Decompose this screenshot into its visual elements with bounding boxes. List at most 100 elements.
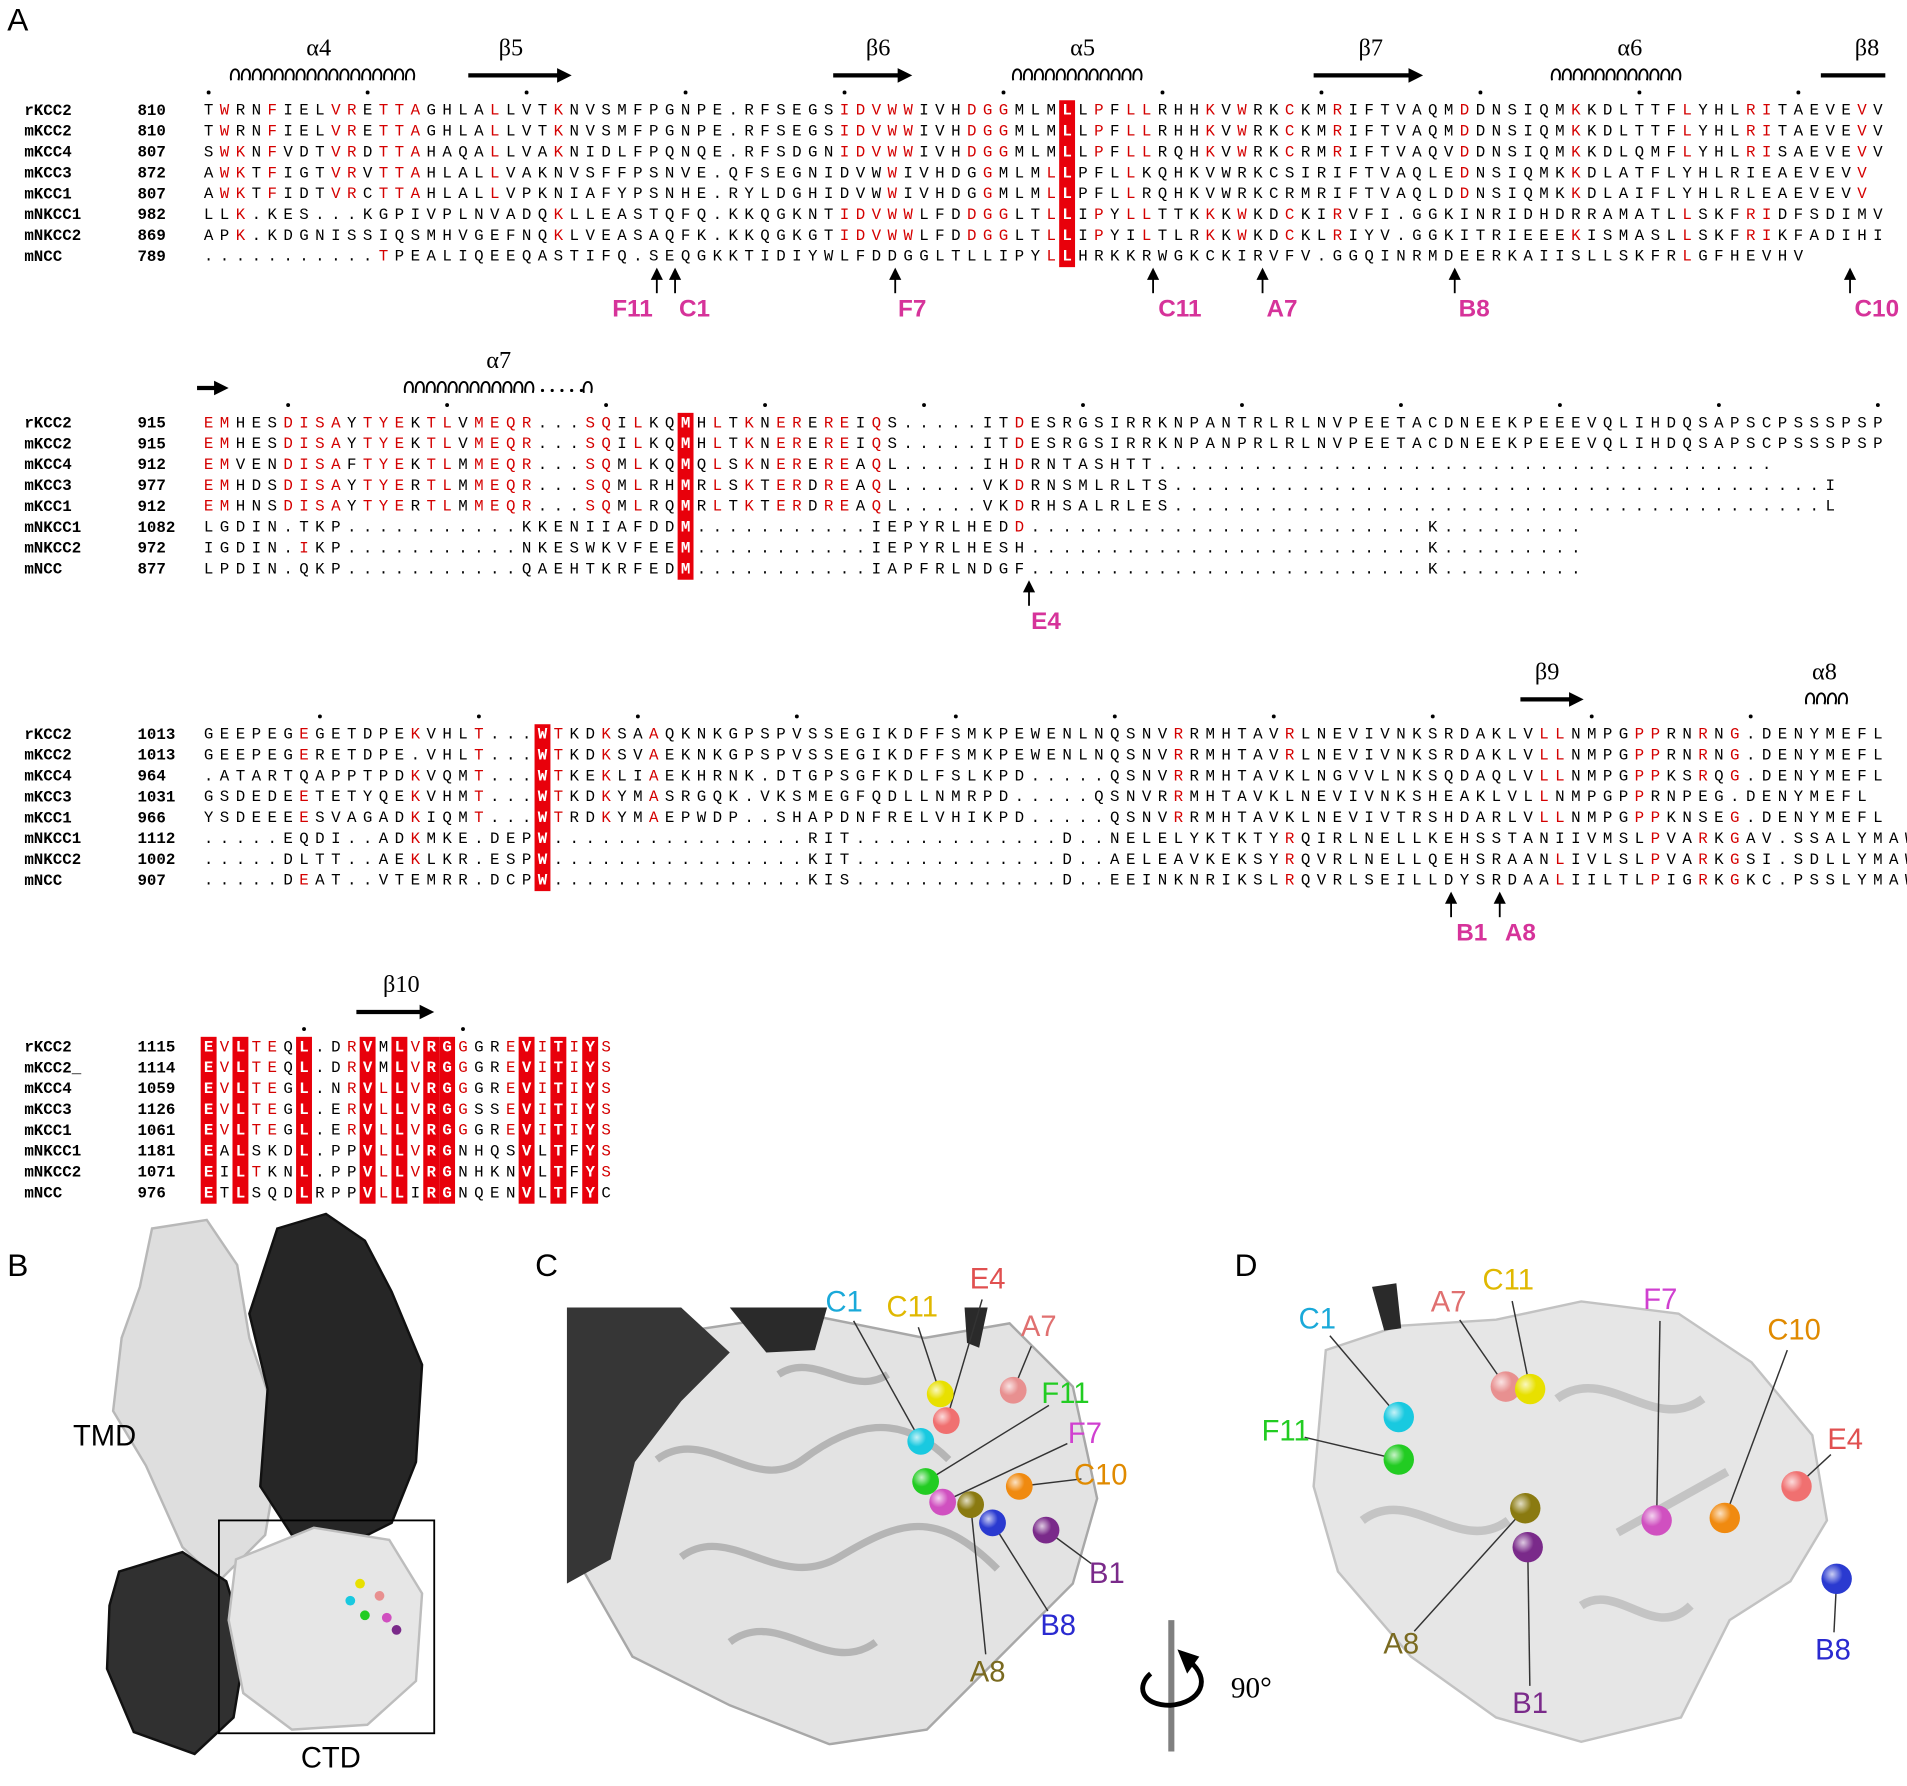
residue: I [919, 102, 928, 120]
residue: I [570, 1080, 579, 1098]
residue: Q [1094, 788, 1103, 806]
residue: . [1301, 456, 1310, 474]
residue: L [1825, 851, 1834, 869]
residue: N [1317, 435, 1326, 453]
residue: I [1507, 206, 1516, 224]
residue: . [1158, 456, 1167, 474]
residue: . [331, 248, 340, 266]
sequence-name: mKCC1 [24, 185, 71, 203]
residue: E [458, 830, 467, 848]
residue: E [601, 206, 610, 224]
residue: R [1301, 144, 1311, 162]
residue: K [1205, 830, 1215, 848]
residue: E [299, 102, 308, 120]
residue: L [1046, 185, 1055, 203]
residue: N [1317, 809, 1326, 827]
residue: K [1221, 248, 1231, 266]
residue: P [331, 1164, 340, 1182]
residue: V [1587, 414, 1597, 432]
residue: D [792, 144, 801, 162]
residue: H [1015, 540, 1024, 558]
residue: . [1349, 456, 1358, 474]
residue: . [856, 830, 865, 848]
residue: . [633, 248, 642, 266]
residue: G [1730, 872, 1739, 890]
residue: L [633, 477, 642, 495]
residue: S [1603, 227, 1612, 245]
residue: W [903, 102, 913, 120]
residue: G [983, 227, 992, 245]
residue: H [1174, 185, 1183, 203]
sequence-start: 1013 [137, 726, 175, 744]
residue: T [474, 788, 483, 806]
residue: H [442, 726, 451, 744]
residue: P [347, 1184, 356, 1202]
residue: T [395, 164, 404, 182]
residue: I [1396, 872, 1405, 890]
residue: K [1301, 206, 1311, 224]
residue: D [236, 560, 245, 578]
residue: L [1062, 164, 1071, 182]
residue: K [983, 768, 993, 786]
residue: N [729, 768, 738, 786]
sphere-shine [907, 1427, 935, 1455]
sequence-start: 1112 [137, 830, 175, 848]
residue: . [1651, 477, 1660, 495]
residue: S [1857, 414, 1866, 432]
residue: G [204, 726, 213, 744]
residue: G [474, 1038, 483, 1056]
sequence-name: mKCC3 [24, 477, 71, 495]
residue: L [1062, 227, 1071, 245]
residue: S [887, 414, 896, 432]
residue: F [1730, 227, 1739, 245]
residue: A [506, 206, 516, 224]
residue: N [760, 435, 769, 453]
residue: L [1539, 747, 1548, 765]
residue: D [585, 747, 594, 765]
residue: . [808, 540, 817, 558]
ruler-dot [1112, 714, 1117, 719]
residue: E [1380, 414, 1389, 432]
residue: E [840, 456, 849, 474]
residue: W [887, 227, 897, 245]
residue: L [887, 477, 896, 495]
residue: . [315, 1038, 324, 1056]
residue: L [967, 768, 976, 786]
residue: L [1126, 498, 1135, 516]
residue: . [1269, 519, 1278, 537]
residue: L [442, 414, 451, 432]
residue: N [935, 788, 944, 806]
residue: . [474, 560, 483, 578]
residue: I [1380, 206, 1389, 224]
residue: A [633, 726, 643, 744]
residue: E [395, 435, 404, 453]
residue: P [1587, 788, 1596, 806]
residue: K [1158, 435, 1168, 453]
residue: V [585, 227, 595, 245]
residue: G [442, 1164, 451, 1182]
residue-arrowhead [1843, 267, 1857, 280]
residue: K [411, 726, 421, 744]
residue: F [267, 185, 276, 203]
residue: D [1603, 144, 1612, 162]
residue: N [1476, 185, 1485, 203]
residue: . [1746, 768, 1755, 786]
residue: . [570, 872, 579, 890]
leader-line [925, 1404, 1050, 1483]
residue: K [1571, 227, 1581, 245]
residue: D [1825, 206, 1834, 224]
residue: P [649, 144, 658, 162]
residue: F [267, 123, 276, 141]
residue: . [554, 872, 563, 890]
residue: Q [1110, 726, 1119, 744]
residue-label: B1 [1512, 1688, 1548, 1720]
residue: A [1237, 788, 1247, 806]
residue: T [252, 185, 261, 203]
residue: . [919, 872, 928, 890]
residue: E [1476, 248, 1485, 266]
residue: T [363, 477, 372, 495]
residue: G [776, 227, 785, 245]
residue: M [1444, 102, 1453, 120]
strand-head [1569, 692, 1584, 707]
